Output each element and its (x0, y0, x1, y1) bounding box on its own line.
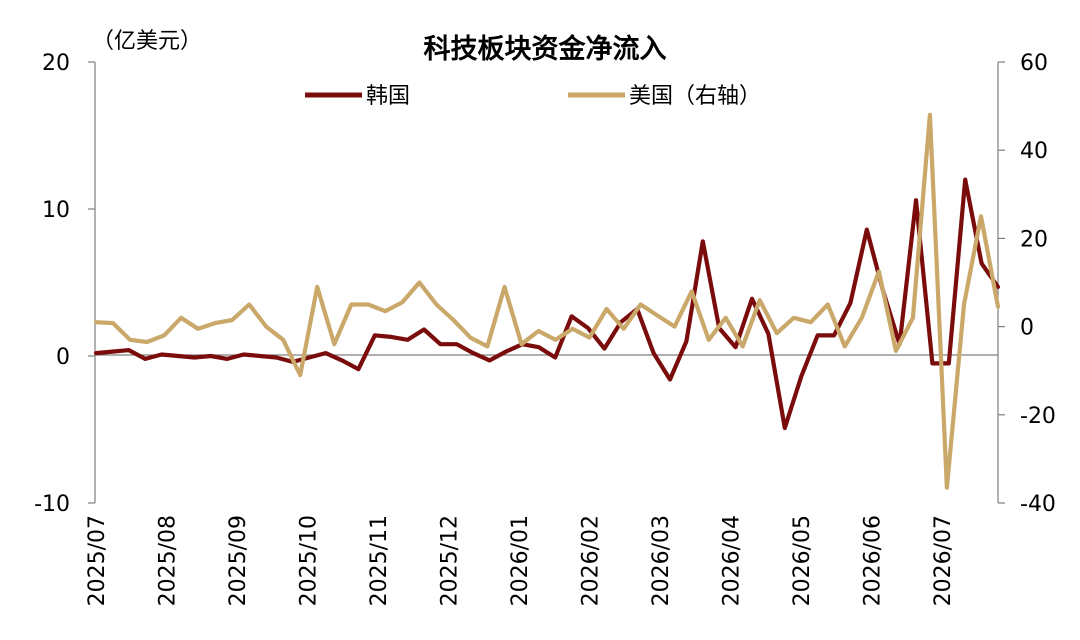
series-layer (93, 112, 1001, 490)
x-tick-label: 2025/12 (438, 515, 463, 606)
legend-label-korea: 韩国 (366, 84, 410, 109)
x-tick-label: 2026/01 (508, 515, 533, 606)
right-tick-label: -40 (1020, 492, 1056, 517)
right-tick-label: 20 (1020, 227, 1048, 252)
x-tick-label: 2026/04 (720, 515, 745, 606)
left-tick-label: -10 (34, 492, 70, 517)
right-tick-labels: -40 -20 0 20 40 60 (998, 51, 1056, 517)
right-tick-label: -20 (1020, 404, 1056, 429)
x-tick-label: 2026/05 (790, 515, 815, 606)
chart-title: 科技板块资金净流入 (424, 33, 667, 65)
right-tick-label: 40 (1020, 139, 1048, 164)
series-line-us (93, 112, 1001, 490)
x-tick-label: 2026/02 (579, 515, 604, 606)
right-tick-label: 60 (1020, 51, 1048, 76)
x-tick-labels: 2025/07 2025/08 2025/09 2025/10 2025/11 2025/… (85, 515, 956, 606)
x-tick-label: 2025/10 (297, 515, 322, 606)
x-tick-label: 2025/09 (226, 515, 251, 606)
legend: 韩国 美国（右轴） (305, 84, 761, 109)
x-tick-label: 2025/07 (85, 515, 110, 606)
x-tick-label: 2025/08 (156, 515, 181, 606)
series-line-korea (93, 177, 1001, 431)
left-tick-label: 20 (42, 51, 70, 76)
x-tick-label: 2026/03 (649, 515, 674, 606)
legend-label-us: 美国（右轴） (629, 84, 761, 109)
left-tick-label: 0 (56, 345, 70, 370)
left-tick-labels: -10 0 10 20 (34, 51, 95, 517)
x-tick-label: 2026/07 (931, 515, 956, 606)
left-tick-label: 10 (42, 198, 70, 223)
x-tick-label: 2025/11 (367, 515, 392, 606)
right-tick-label: 0 (1020, 316, 1034, 341)
x-tick-label: 2026/06 (861, 515, 886, 606)
left-axis-unit: （亿美元） (92, 29, 202, 54)
